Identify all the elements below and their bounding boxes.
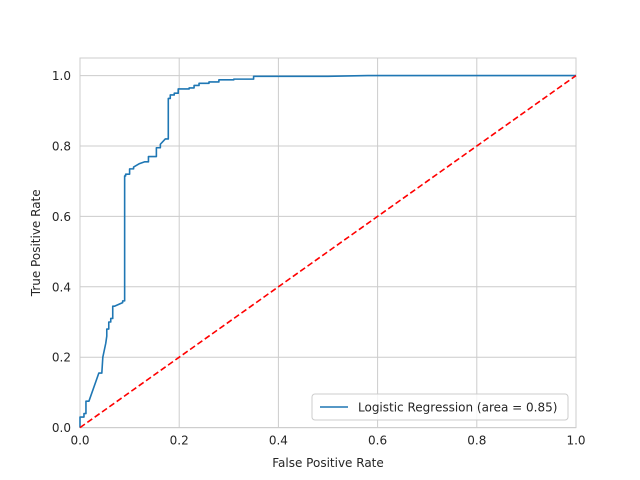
plot-frame [79, 57, 577, 429]
x-tick-labels: 0.0 0.2 0.4 0.6 0.8 1.0 [70, 434, 585, 448]
x-tick-label: 0.2 [170, 434, 189, 448]
x-tick-label: 0.6 [368, 434, 387, 448]
y-axis-label: True Positive Rate [29, 189, 43, 297]
y-tick-label: 0.2 [52, 351, 71, 365]
chance-diagonal-line [79, 74, 577, 429]
series-lines [79, 74, 577, 429]
legend: Logistic Regression (area = 0.85) [311, 393, 569, 421]
x-tick-label: 0.0 [70, 434, 89, 448]
y-tick-label: 1.0 [52, 69, 71, 83]
y-tick-label: 0.4 [52, 280, 71, 294]
x-tick-label: 0.8 [467, 434, 486, 448]
x-tick-label: 0.4 [269, 434, 288, 448]
x-axis-label: False Positive Rate [272, 456, 384, 470]
legend-box [311, 393, 569, 421]
legend-label-logistic-regression: Logistic Regression (area = 0.85) [358, 401, 557, 415]
roc-curve-line [79, 74, 576, 428]
y-tick-labels: 0.0 0.2 0.4 0.6 0.8 1.0 [52, 69, 71, 435]
plot-area [80, 58, 576, 428]
y-tick-label: 0.0 [52, 421, 71, 435]
x-tick-label: 1.0 [566, 434, 585, 448]
plot-border [79, 57, 577, 429]
grid [79, 58, 577, 429]
y-tick-label: 0.8 [52, 140, 71, 154]
y-tick-label: 0.6 [52, 210, 71, 224]
